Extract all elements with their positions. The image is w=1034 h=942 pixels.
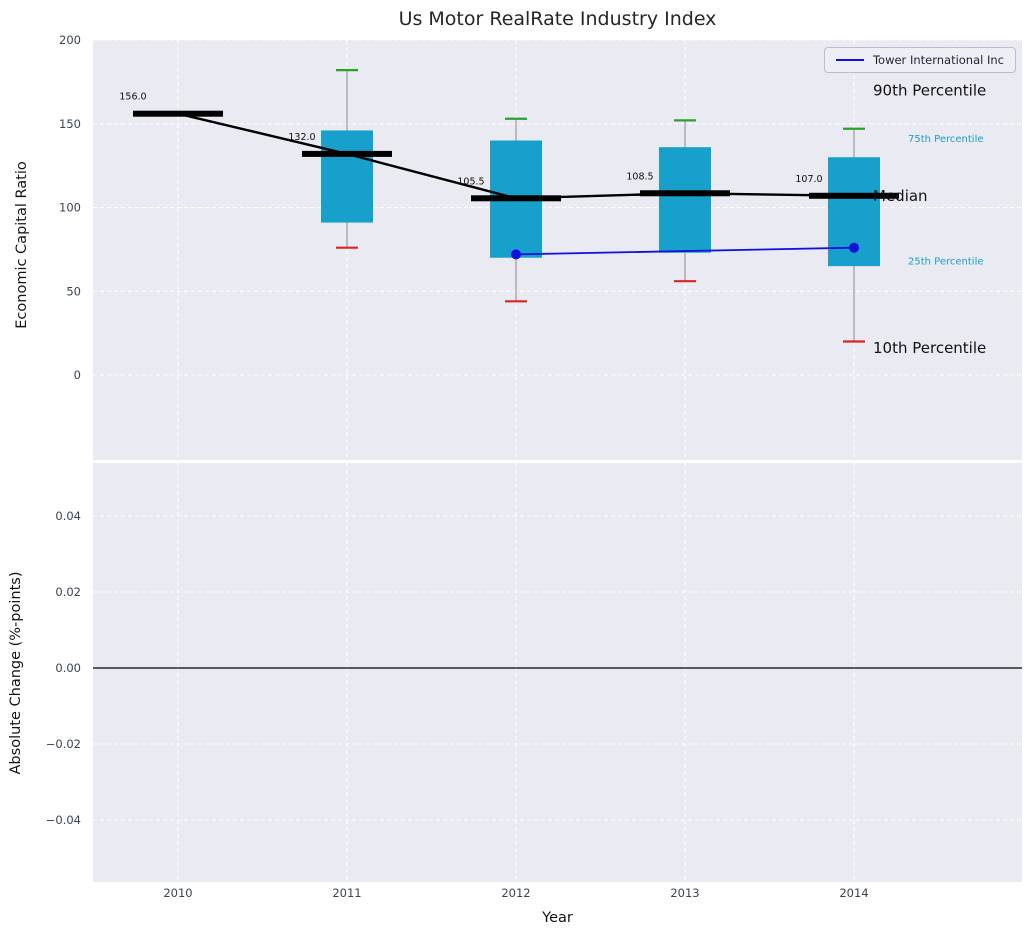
company-series-point (849, 242, 859, 253)
company-series-point (511, 249, 521, 260)
median-value-label-2013: 108.5 (626, 171, 653, 182)
bottom-y-tick-label: 0.02 (55, 585, 81, 599)
x-tick-label: 2012 (501, 886, 530, 900)
x-tick-label: 2013 (670, 886, 699, 900)
median-bar-2010 (133, 110, 223, 117)
annotation-10th-percentile: 10th Percentile (873, 339, 986, 357)
median-bar-2012 (471, 195, 561, 202)
top-y-axis-label: Economic Capital Ratio (14, 161, 30, 329)
bottom-y-tick-label: −0.04 (46, 813, 81, 827)
median-value-label-2012: 105.5 (457, 176, 484, 187)
top-y-tick-label: 150 (59, 117, 81, 131)
annotation-90th-percentile: 90th Percentile (873, 81, 986, 99)
top-y-tick-label: 100 (59, 201, 81, 215)
annotation-median: Median (873, 187, 928, 205)
median-bar-2013 (640, 190, 730, 197)
annotation-75th-percentile: 75th Percentile (908, 134, 984, 145)
percentile-box-2011 (321, 130, 373, 223)
bottom-axes-bg (93, 463, 1022, 882)
chart-title: Us Motor RealRate Industry Index (398, 8, 717, 30)
top-y-tick-label: 0 (74, 368, 81, 382)
x-tick-label: 2011 (332, 886, 361, 900)
x-tick-label: 2010 (163, 886, 192, 900)
bottom-y-tick-label: 0.04 (55, 509, 81, 523)
top-y-tick-label: 200 (59, 33, 81, 47)
percentile-box-2013 (659, 147, 711, 253)
legend-line-icon (835, 59, 864, 61)
x-tick-label: 2014 (839, 886, 868, 900)
top-axes-bg (93, 40, 1022, 460)
top-y-tick-label: 50 (66, 284, 81, 298)
median-value-label-2014: 107.0 (795, 174, 822, 185)
bottom-y-tick-label: −0.02 (46, 737, 81, 751)
company-series-line (515, 246, 855, 256)
bottom-y-axis-label: Absolute Change (%-points) (8, 571, 24, 775)
median-value-label-2010: 156.0 (119, 92, 146, 103)
x-axis-label: Year (542, 910, 573, 926)
median-value-label-2011: 132.0 (288, 132, 315, 143)
median-bar-2011 (302, 150, 392, 157)
legend: Tower International Inc (823, 47, 1016, 73)
bottom-y-tick-label: 0.00 (55, 661, 81, 675)
median-bar-2014 (809, 192, 899, 199)
legend-label: Tower International Inc (872, 53, 1004, 67)
annotation-25th-percentile: 25th Percentile (908, 256, 984, 267)
